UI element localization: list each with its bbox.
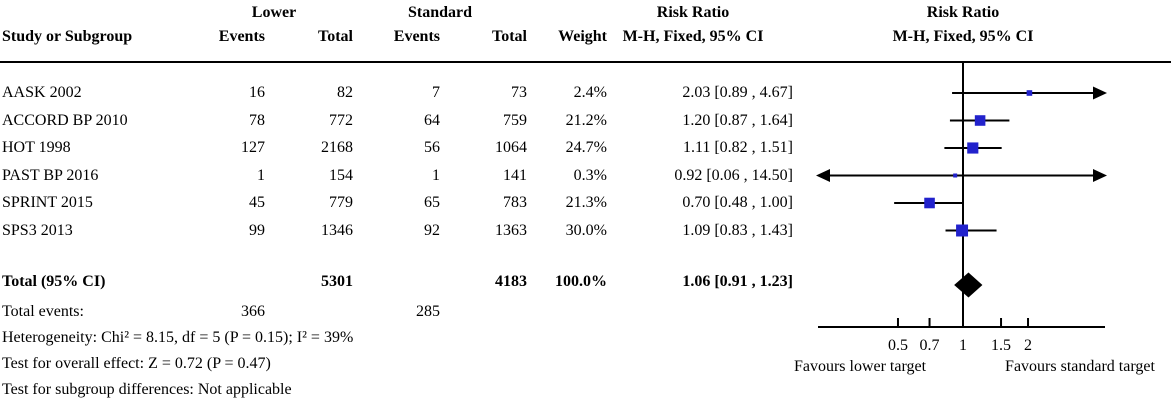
study-name: PAST BP 2016 [2, 167, 99, 184]
header-risk-ratio-text: Risk Ratio [656, 4, 730, 21]
events-lower: 16 [249, 84, 265, 101]
total-lower: 1346 [321, 222, 353, 239]
header-weight: Weight [558, 28, 607, 45]
study-weight-marker [956, 224, 969, 237]
axis-label-favours-standard: Favours standard target [1005, 358, 1155, 375]
total-lower: 772 [329, 112, 353, 129]
header-risk-ratio-plot: Risk Ratio [926, 4, 1000, 21]
weight: 30.0% [565, 222, 607, 239]
risk-ratio-ci: 1.20 [0.87 , 1.64] [682, 112, 793, 129]
header-group-standard: Standard [407, 4, 473, 21]
study-weight-marker [924, 197, 935, 209]
total-events-lower: 366 [241, 303, 265, 320]
ci-arrow-right [1093, 86, 1107, 100]
events-standard: 65 [424, 194, 440, 211]
study-weight-marker [1026, 90, 1033, 96]
events-lower: 127 [241, 139, 265, 156]
weight: 0.3% [573, 167, 607, 184]
study-name: SPRINT 2015 [2, 194, 93, 211]
header-group-lower: Lower [251, 4, 297, 21]
total-lower: 2168 [321, 139, 353, 156]
header-mh-fixed-ci-plot: M-H, Fixed, 95% CI [892, 28, 1034, 45]
study-weight-marker [974, 115, 986, 126]
heterogeneity-note: Heterogeneity: Chi² = 8.15, df = 5 (P = … [2, 329, 354, 346]
risk-ratio-ci: 1.09 [0.83 , 1.43] [682, 222, 793, 239]
total-events-standard: 285 [416, 303, 440, 320]
study-name: SPS3 2013 [2, 222, 73, 239]
overall-effect-note: Test for overall effect: Z = 0.72 (P = 0… [2, 355, 271, 372]
header-events-standard: Events [393, 28, 440, 45]
ci-arrow-left [816, 169, 830, 182]
total-lower: 82 [337, 84, 353, 101]
header-mh-fixed-ci-text: M-H, Fixed, 95% CI [622, 28, 764, 45]
total-diamond [954, 272, 983, 298]
total-label: Total (95% CI) [2, 273, 106, 290]
events-lower: 99 [249, 222, 265, 239]
events-standard: 64 [424, 112, 440, 129]
weight: 2.4% [573, 84, 607, 101]
study-name: HOT 1998 [2, 139, 71, 156]
events-lower: 1 [257, 167, 265, 184]
total-lower: 779 [329, 194, 353, 211]
study-weight-marker [953, 173, 958, 178]
total-standard: 1363 [495, 222, 527, 239]
study-weight-marker [967, 142, 979, 154]
events-standard: 92 [424, 222, 440, 239]
total-risk-ratio-ci: 1.06 [0.91 , 1.23] [682, 273, 793, 290]
total-standard: 73 [511, 84, 527, 101]
study-name: AASK 2002 [2, 84, 82, 101]
axis-tick-label: 2 [1024, 337, 1032, 354]
total-weight: 100.0% [555, 273, 607, 290]
axis-label-favours-lower: Favours lower target [793, 358, 927, 375]
total-lower: 154 [329, 167, 353, 184]
risk-ratio-ci: 0.70 [0.48 , 1.00] [682, 194, 793, 211]
total-standard: 141 [503, 167, 527, 184]
header-divider-line [0, 61, 1171, 63]
total-standard: 783 [503, 194, 527, 211]
axis-tick-label: 0.7 [920, 337, 940, 354]
axis-tick-label: 1.5 [991, 337, 1011, 354]
header-total-standard: Total [492, 28, 527, 45]
total-events-label: Total events: [2, 303, 84, 320]
weight: 21.3% [565, 194, 607, 211]
events-standard: 1 [432, 167, 440, 184]
header-total-lower: Total [318, 28, 353, 45]
total-standard: 759 [503, 112, 527, 129]
header-events-lower: Events [218, 28, 265, 45]
study-name: ACCORD BP 2010 [2, 112, 128, 129]
weight: 21.2% [565, 112, 607, 129]
events-standard: 7 [432, 84, 440, 101]
risk-ratio-ci: 0.92 [0.06 , 14.50] [674, 167, 793, 184]
total-participants-standard: 4183 [495, 273, 527, 290]
events-lower: 45 [249, 194, 265, 211]
total-participants-lower: 5301 [321, 273, 353, 290]
events-lower: 78 [249, 112, 265, 129]
subgroup-differences-note: Test for subgroup differences: Not appli… [2, 381, 292, 398]
risk-ratio-ci: 2.03 [0.89 , 4.67] [682, 84, 793, 101]
weight: 24.7% [565, 139, 607, 156]
events-standard: 56 [424, 139, 440, 156]
axis-tick-label: 1 [959, 337, 967, 354]
header-study-or-subgroup: Study or Subgroup [2, 28, 133, 45]
axis-tick-label: 0.5 [888, 337, 908, 354]
ci-arrow-right [1093, 169, 1107, 182]
risk-ratio-ci: 1.11 [0.82 , 1.51] [682, 139, 793, 156]
total-standard: 1064 [495, 139, 527, 156]
